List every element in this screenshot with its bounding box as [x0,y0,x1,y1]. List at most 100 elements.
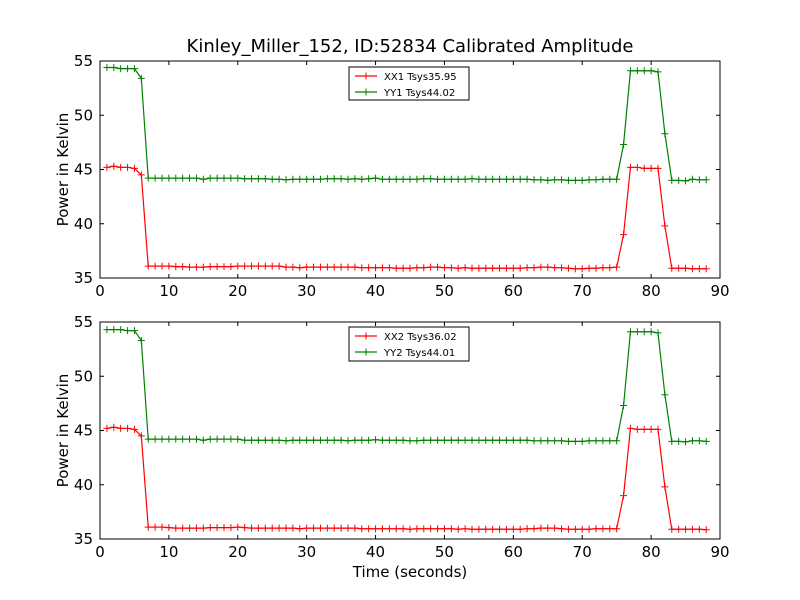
data-point [344,175,352,183]
x-tick-label: 10 [159,543,178,561]
data-point [578,265,586,273]
data-point [558,437,566,445]
y-tick-label: 45 [74,422,93,440]
data-point [633,67,641,75]
data-point [365,175,373,183]
data-point [585,437,593,445]
data-point [489,525,497,533]
data-point [592,525,600,533]
data-point [606,437,614,445]
data-point [275,262,283,270]
data-point [578,525,586,533]
data-point [385,264,393,272]
data-point [344,437,352,445]
data-point [509,436,517,444]
y-tick-label: 35 [74,269,93,287]
data-point [695,525,703,533]
data-point [213,435,221,443]
y-tick-label: 55 [74,52,93,70]
data-point [248,524,256,532]
data-point [475,525,483,533]
y-tick-label: 35 [74,530,93,548]
data-point [523,175,531,183]
data-point [316,263,324,271]
data-point [199,524,207,532]
x-tick-label: 30 [297,543,316,561]
data-point [675,176,683,184]
data-point [647,425,655,433]
data-point [489,264,497,272]
data-point [372,436,380,444]
data-point [227,263,235,271]
data-point [454,525,462,533]
chart-title: Kinley_Miller_152, ID:52834 Calibrated A… [187,36,634,57]
data-point [206,524,214,532]
data-point [323,175,331,183]
data-point [558,176,566,184]
data-point [613,263,621,271]
x-tick-label: 50 [435,543,454,561]
data-point [551,264,559,272]
data-point [282,437,290,445]
data-point [654,68,662,76]
data-point [296,264,304,272]
data-point [688,265,696,273]
data-point [358,525,366,533]
data-point [633,328,641,336]
data-point [427,525,435,533]
data-point [241,524,249,532]
data-point [406,437,414,445]
data-point [447,525,455,533]
data-point [130,164,138,172]
data-point [241,436,249,444]
data-point [103,163,111,171]
legend-marker [362,348,370,356]
data-point [654,164,662,172]
x-tick-label: 0 [95,282,105,300]
data-point [668,525,676,533]
data-point [530,437,538,445]
data-point [571,265,579,273]
data-point [461,264,469,272]
data-point [482,264,490,272]
data-point [406,525,414,533]
data-point [144,523,152,531]
data-point [558,525,566,533]
data-point [303,175,311,183]
data-point [275,524,283,532]
data-point [558,264,566,272]
data-point [234,262,242,270]
data-point [502,525,510,533]
data-point [592,437,600,445]
data-point [316,436,324,444]
data-point [385,436,393,444]
y-tick-label: 50 [74,106,93,124]
data-point [523,525,531,533]
data-point [227,174,235,182]
data-point [406,175,414,183]
data-point [151,523,159,531]
data-point [282,176,290,184]
y-tick-label: 40 [74,476,93,494]
data-point [613,175,621,183]
x-tick-label: 90 [710,543,729,561]
data-point [172,263,180,271]
data-point [137,171,145,179]
data-point [468,175,476,183]
data-point [323,524,331,532]
data-point [564,176,572,184]
data-point [440,175,448,183]
data-point [392,264,400,272]
data-point [675,525,683,533]
x-tick-label: 70 [573,543,592,561]
data-point [303,436,311,444]
data-point [296,175,304,183]
data-point [516,175,524,183]
data-point [248,262,256,270]
legend-box [348,66,470,101]
data-point [378,264,386,272]
data-point [344,524,352,532]
data-point [248,175,256,183]
x-tick-label: 90 [710,282,729,300]
data-point [523,436,531,444]
